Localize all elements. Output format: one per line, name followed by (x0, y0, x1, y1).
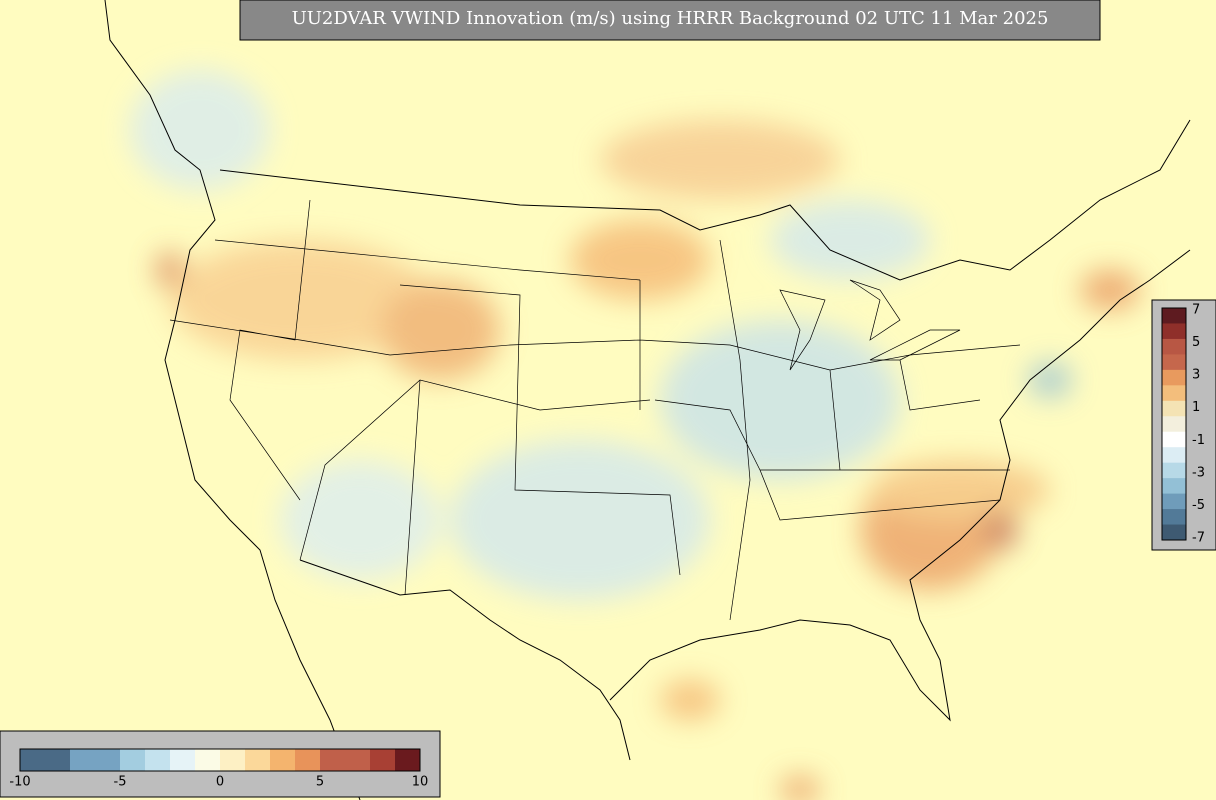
colorbar-tick-label: -5 (1192, 498, 1205, 513)
colorbar-segment (370, 749, 396, 771)
colorbar-segment (1162, 385, 1186, 402)
colorbar-segment (1162, 524, 1186, 541)
colorbar-tick-label: -5 (114, 775, 127, 790)
colorbar-tick-label: -7 (1192, 531, 1205, 546)
colorbar-segment (195, 749, 221, 771)
colorbar-segment (1162, 509, 1186, 526)
colorbar-tick-label: 1 (1192, 400, 1200, 415)
west-coast (104, 0, 361, 800)
colorbar-segment (120, 749, 146, 771)
colorbar-vertical: 7 5 3 1 -1 -3 -5 -7 (1161, 303, 1205, 546)
colorbar-tick-label: 5 (316, 775, 324, 790)
colorbar-tick-label: 3 (1192, 368, 1200, 383)
colorbar-segment (45, 749, 71, 771)
colorbar-segment (1162, 447, 1186, 464)
colorbar-segment (145, 749, 171, 771)
colorbar-segment (1162, 416, 1186, 433)
colorbar-segment (1162, 462, 1186, 479)
mexico-border (299, 559, 631, 761)
colorbar-segment (270, 749, 296, 771)
colorbar-tick-label: -3 (1192, 465, 1205, 480)
map-title: UU2DVAR VWIND Innovation (m/s) using HRR… (292, 8, 1049, 29)
colorbar-segment (1162, 431, 1186, 448)
colorbar-horizontal: -10 -5 0 5 10 (9, 748, 429, 790)
colorbar-segment (220, 749, 246, 771)
colorbar-segment (170, 749, 196, 771)
state-lines (169, 199, 1021, 621)
colorbar-segment (95, 749, 121, 771)
colorbar-tick-label: 7 (1192, 303, 1200, 318)
colorbar-segment (20, 749, 46, 771)
colorbar-segment (395, 749, 421, 771)
colorbar-segment (1162, 400, 1186, 417)
colorbar-segment (70, 749, 96, 771)
colorbar-tick-label: 0 (216, 775, 224, 790)
northern-border (219, 119, 1191, 281)
colorbar-tick-label: -10 (9, 775, 30, 790)
colorbar-outline (19, 748, 421, 772)
colorbar-segment (1162, 323, 1186, 340)
colorbar-segment (245, 749, 271, 771)
colorbar-segment (1162, 369, 1186, 386)
coastlines-and-borders (104, 0, 1191, 800)
colorbar-tick-label: 10 (412, 775, 429, 790)
colorbar-segment (345, 749, 371, 771)
title-box (239, 0, 1101, 41)
colorbar-segment (295, 749, 321, 771)
colorbar-outline (1161, 307, 1187, 541)
east-gulf-coast (609, 249, 1191, 722)
great-lakes (779, 279, 961, 371)
colorbar-segment (1162, 308, 1186, 324)
colorbar-segment (1162, 493, 1186, 510)
colorbar-segment (320, 749, 346, 771)
colorbar-tick-label: 5 (1192, 335, 1200, 350)
colorbar-segment (1162, 338, 1186, 355)
colorbar-tick-label: -1 (1192, 433, 1205, 448)
colorbar-segment (1162, 354, 1186, 371)
colorbar-segment (1162, 478, 1186, 495)
